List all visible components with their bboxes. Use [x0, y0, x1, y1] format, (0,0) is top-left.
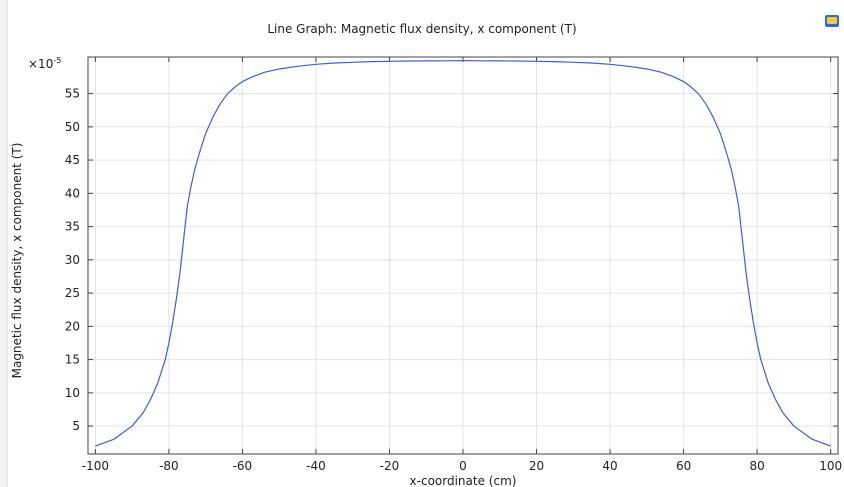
plot-settings-icon[interactable] [823, 13, 841, 29]
x-tick-label: -40 [306, 459, 326, 473]
y-tick-label: 25 [65, 286, 80, 300]
x-tick-label: 60 [676, 459, 691, 473]
x-tick-label: 100 [819, 459, 842, 473]
x-tick-label: -80 [159, 459, 179, 473]
series-layer [95, 60, 831, 447]
axis-ticks: -100 -80 -60 -40 -20 0 20 40 60 80 100 5 10 15 20 25 30 3… [65, 57, 842, 473]
y-tick-label: 50 [65, 120, 80, 134]
y-tick-label: 30 [65, 253, 80, 267]
y-tick-label: 35 [65, 220, 80, 234]
y-tick-label: 5 [72, 419, 80, 433]
x-tick-label: -100 [82, 459, 109, 473]
y-tick-label: 20 [65, 319, 80, 333]
x-tick-label: -60 [233, 459, 253, 473]
x-tick-label: 80 [749, 459, 764, 473]
x-tick-label: 20 [529, 459, 544, 473]
y-tick-label: 40 [65, 186, 80, 200]
series-line-0 [95, 60, 831, 447]
x-axis-title: x-coordinate (cm) [410, 474, 517, 487]
x-tick-label: 0 [459, 459, 467, 473]
x-tick-label: -20 [380, 459, 400, 473]
y-axis-multiplier: ×10-5 [28, 56, 61, 71]
y-tick-label: 10 [65, 386, 80, 400]
y-tick-label: 45 [65, 153, 80, 167]
chart-title: Line Graph: Magnetic flux density, x com… [267, 22, 577, 36]
grid [88, 57, 838, 454]
y-tick-label: 55 [65, 87, 80, 101]
x-tick-label: 40 [602, 459, 617, 473]
y-axis-title: Magnetic flux density, x component (T) [10, 143, 24, 379]
window-left-border [0, 0, 8, 487]
y-tick-label: 15 [65, 353, 80, 367]
